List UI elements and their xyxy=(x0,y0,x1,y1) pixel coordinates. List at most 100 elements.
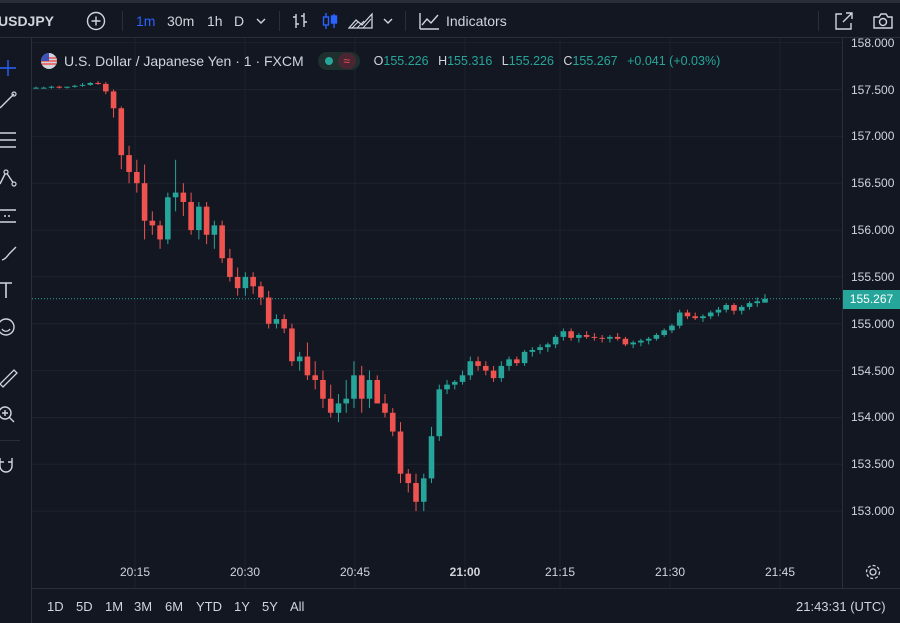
bar-style-icon xyxy=(293,12,307,28)
price-tick-label: 155.500 xyxy=(851,269,895,284)
status-badge[interactable]: ≈ xyxy=(317,52,360,70)
candle-body xyxy=(576,335,582,338)
fib-tool[interactable] xyxy=(0,128,20,152)
utc-clock[interactable]: 21:43:31 (UTC) xyxy=(796,599,886,614)
interval-1m[interactable]: 1m xyxy=(136,12,156,29)
price-axis[interactable] xyxy=(842,38,900,588)
trend-line-icon xyxy=(0,91,17,109)
candle-body xyxy=(521,351,528,364)
market-open-dot-icon xyxy=(324,57,333,65)
range-5y[interactable]: 5Y xyxy=(262,599,278,614)
range-1d[interactable]: 1D xyxy=(47,599,64,614)
bar-style-button[interactable] xyxy=(290,3,310,38)
candle-body xyxy=(110,91,117,109)
candle-body xyxy=(560,331,567,337)
candle-body xyxy=(428,436,435,479)
emoji-tool[interactable] xyxy=(0,315,20,339)
price-tick-label: 154.000 xyxy=(851,410,895,425)
area-style-icon xyxy=(348,11,373,29)
chart-settings-button[interactable] xyxy=(864,563,882,586)
candle-body xyxy=(684,312,691,317)
toolbar-divider xyxy=(405,11,406,31)
indicators-button[interactable]: Indicators xyxy=(418,3,507,38)
candle-body xyxy=(149,220,156,226)
symbol-search-button[interactable]: USDJPY xyxy=(0,12,55,29)
candle-body xyxy=(95,82,101,84)
range-1m[interactable]: 1M xyxy=(105,599,124,614)
price-tick-label: 157.500 xyxy=(851,82,895,97)
candle-body xyxy=(358,375,365,399)
text-icon xyxy=(0,282,12,298)
candle-body xyxy=(459,375,466,382)
crosshair-tool[interactable] xyxy=(0,56,20,80)
forecast-tool[interactable] xyxy=(0,204,20,228)
candle-body xyxy=(630,342,636,345)
candle-body xyxy=(118,108,125,156)
candle-body xyxy=(48,86,55,88)
candle-body xyxy=(320,379,326,399)
ohlc-values: O155.226 H155.316 L155.226 C155.267 +0.0… xyxy=(374,54,727,68)
candle-body xyxy=(71,85,78,87)
range-3m[interactable]: 3M xyxy=(134,599,153,614)
time-tick-label: 21:15 xyxy=(544,565,576,579)
ruler-tool[interactable] xyxy=(0,364,20,388)
zoom-tool[interactable] xyxy=(0,402,20,426)
interval-d[interactable]: D xyxy=(234,12,245,29)
compare-button[interactable] xyxy=(86,3,106,38)
candle-body xyxy=(754,301,761,304)
close-value: 155.267 xyxy=(572,54,618,68)
area-style-button[interactable] xyxy=(348,3,374,38)
range-6m[interactable]: 6M xyxy=(165,599,184,614)
fullscreen-button[interactable] xyxy=(834,3,854,38)
interval-1h[interactable]: 1h xyxy=(207,12,223,29)
candle-style-button[interactable] xyxy=(320,3,340,38)
interval-30m[interactable]: 30m xyxy=(167,12,195,29)
fullscreen-icon xyxy=(835,11,853,30)
candle-body xyxy=(715,309,722,313)
candlestick-chart[interactable] xyxy=(32,38,842,588)
candle-body xyxy=(444,384,450,390)
toolbar-divider xyxy=(279,11,280,31)
toolbar-divider xyxy=(0,440,20,441)
candle-body xyxy=(420,478,427,502)
chevron-down-icon xyxy=(383,18,393,24)
candle-body xyxy=(707,312,714,317)
candle-body xyxy=(746,303,753,307)
candle-body xyxy=(289,328,295,362)
candle-body xyxy=(327,398,334,413)
candle-body xyxy=(103,83,109,92)
candle-body xyxy=(529,350,536,352)
range-5d[interactable]: 5D xyxy=(76,599,93,614)
text-tool[interactable] xyxy=(0,278,20,302)
high-value: 155.316 xyxy=(447,54,493,68)
price-tick-label: 154.500 xyxy=(851,363,895,378)
candle-body xyxy=(700,316,706,319)
indicators-label: Indicators xyxy=(446,12,507,29)
candle-body xyxy=(141,183,148,221)
bottom-toolbar: 1D 5D 1M 3M 6M YTD 1Y 5Y All 21:43:31 (U… xyxy=(32,588,900,623)
brush-tool[interactable] xyxy=(0,242,20,266)
candle-body xyxy=(537,347,543,350)
candle-body xyxy=(638,340,644,343)
candle-body xyxy=(188,201,194,231)
chart-type-dropdown[interactable] xyxy=(382,3,394,38)
candle-body xyxy=(397,431,404,474)
interval-dropdown[interactable] xyxy=(255,3,267,38)
candle-body xyxy=(514,359,520,364)
magnet-tool[interactable] xyxy=(0,452,20,476)
candle-body xyxy=(599,337,605,339)
price-tick-label: 156.000 xyxy=(851,223,895,238)
candle-body xyxy=(265,297,272,324)
candle-body xyxy=(382,403,388,413)
range-1y[interactable]: 1Y xyxy=(234,599,250,614)
pattern-tool[interactable] xyxy=(0,166,20,190)
trend-line-tool[interactable] xyxy=(0,88,20,112)
candle-body xyxy=(234,276,241,289)
range-all[interactable]: All xyxy=(290,599,305,614)
candle-body xyxy=(366,379,373,399)
candle-body xyxy=(258,286,264,298)
snapshot-button[interactable] xyxy=(872,3,894,38)
candle-body xyxy=(389,412,396,432)
time-tick-label: 20:45 xyxy=(339,565,371,579)
range-ytd[interactable]: YTD xyxy=(196,599,222,614)
